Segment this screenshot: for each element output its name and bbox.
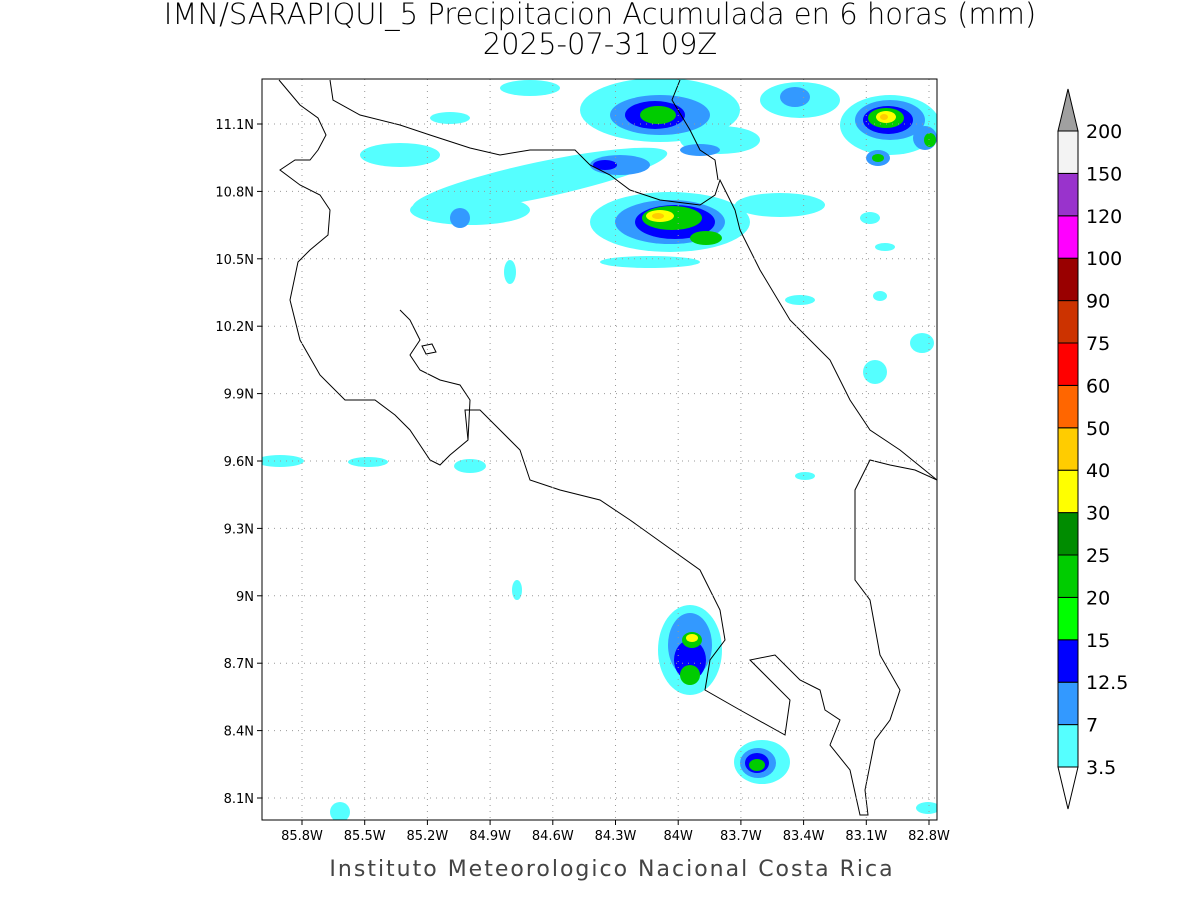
colorbar-segment	[1057, 427, 1079, 471]
colorbar-label: 120	[1086, 206, 1122, 228]
colorbar-label: 50	[1086, 418, 1110, 440]
colorbar-segment	[1057, 130, 1079, 174]
colorbar-segment	[1057, 554, 1079, 598]
lat-label: 9N	[236, 590, 254, 605]
colorbar-label: 100	[1086, 248, 1122, 270]
lon-label: 84W	[663, 829, 693, 844]
colorbar-segment	[1057, 384, 1079, 429]
lon-label: 85.8W	[281, 829, 323, 844]
colorbar-label: 30	[1086, 503, 1110, 525]
colorbar-label: 150	[1086, 163, 1122, 185]
colorbar-over	[1057, 88, 1079, 132]
lon-label: 83.7W	[720, 829, 762, 844]
colorbar-label: 25	[1086, 545, 1110, 567]
colorbar-label: 15	[1086, 630, 1110, 652]
lat-label: 9.9N	[224, 388, 254, 403]
colorbar-label: 90	[1086, 291, 1110, 313]
colorbar-segment	[1057, 596, 1079, 641]
colorbar: 3.5 7 12.5 15 20 25 30 40 50 60 75 90 100 120 150 200	[1057, 88, 1128, 810]
graticule: 11.1N 10.8N 10.5N 10.2N 9.9N 9.6N 9.3N 9N 8.7N 8.…	[215, 79, 950, 844]
colorbar-under	[1057, 766, 1079, 810]
lat-label: 10.8N	[215, 185, 254, 200]
colorbar-segment	[1057, 172, 1079, 217]
colorbar-label: 60	[1086, 375, 1110, 397]
lon-label: 83.4W	[783, 829, 825, 844]
colorbar-segment	[1057, 257, 1079, 302]
lon-label: 84.9W	[469, 829, 511, 844]
map: 11.1N 10.8N 10.5N 10.2N 9.9N 9.6N 9.3N 9N 8.7N 8.…	[215, 78, 950, 844]
colorbar-segment	[1057, 300, 1079, 344]
footer: Instituto Meteorologico Nacional Costa R…	[329, 857, 894, 882]
colorbar-segment	[1057, 469, 1079, 514]
precipitation-field	[262, 79, 937, 820]
title: IMN/SARAPIQUI_5 Precipitacion Acumulada …	[164, 0, 1036, 32]
lat-label: 10.5N	[215, 253, 254, 268]
colorbar-segment	[1057, 724, 1079, 768]
lon-label: 84.6W	[532, 829, 574, 844]
colorbar-segment	[1057, 512, 1079, 556]
lon-label: 82.8W	[908, 829, 950, 844]
lon-label: 85.5W	[344, 829, 386, 844]
lat-label: 8.7N	[224, 657, 254, 672]
colorbar-label: 7	[1086, 715, 1098, 737]
lat-label: 9.6N	[224, 455, 254, 470]
lat-label: 9.3N	[224, 522, 254, 537]
colorbar-segment	[1057, 639, 1079, 683]
subtitle: 2025-07-31 09Z	[483, 27, 718, 61]
colorbar-label: 12.5	[1086, 672, 1128, 694]
colorbar-segment	[1057, 215, 1079, 259]
lat-label: 8.1N	[224, 792, 254, 807]
lat-label: 8.4N	[224, 725, 254, 740]
colorbar-label: 3.5	[1086, 757, 1116, 779]
lat-label: 11.1N	[215, 118, 254, 133]
colorbar-label: 20	[1086, 587, 1110, 609]
colorbar-label: 75	[1086, 333, 1110, 355]
colorbar-segment	[1057, 681, 1079, 726]
lat-label: 10.2N	[215, 320, 254, 335]
lon-label: 83.1W	[845, 829, 887, 844]
colorbar-label: 200	[1086, 121, 1122, 143]
coastline	[278, 79, 937, 816]
colorbar-segment	[1057, 342, 1079, 386]
map-frame	[261, 78, 938, 821]
colorbar-label: 40	[1086, 460, 1110, 482]
lon-label: 84.3W	[595, 829, 637, 844]
lon-label: 85.2W	[406, 829, 448, 844]
